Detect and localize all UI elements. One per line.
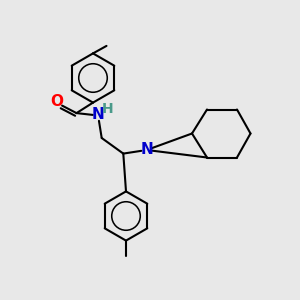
Text: N: N bbox=[140, 142, 153, 157]
Text: H: H bbox=[101, 102, 113, 116]
Text: N: N bbox=[92, 107, 104, 122]
Text: O: O bbox=[50, 94, 63, 110]
